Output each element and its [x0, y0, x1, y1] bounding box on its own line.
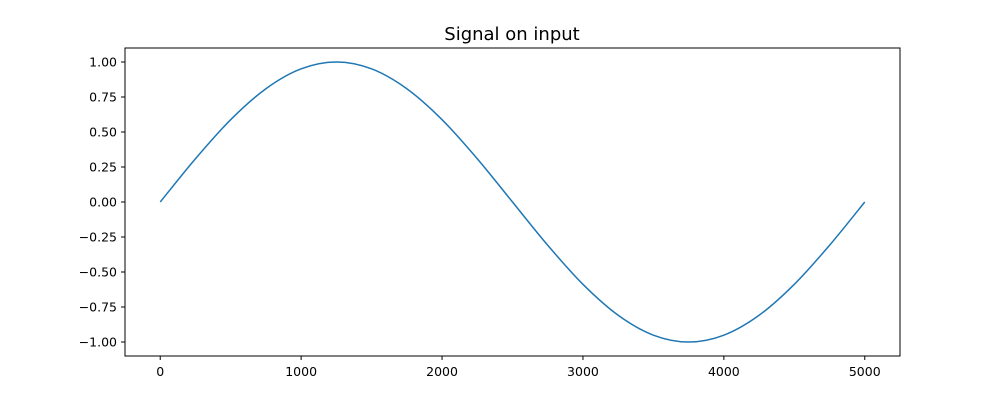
x-tick-label: 4000: [708, 364, 740, 379]
y-tick-label: 1.00: [89, 55, 117, 70]
y-tick-label: −0.50: [79, 265, 117, 280]
y-tick-label: −0.75: [79, 300, 117, 315]
x-tick-label: 3000: [567, 364, 599, 379]
chart-title: Signal on input: [444, 24, 579, 45]
y-tick-label: −0.25: [79, 230, 117, 245]
y-tick-label: 0.25: [89, 160, 117, 175]
x-tick-label: 1000: [285, 364, 317, 379]
plot-area: 0 1000 2000 3000 4000 5000 1.00 0.75 0.50 0.25 0.0…: [79, 47, 901, 379]
x-tick-label: 5000: [849, 364, 881, 379]
y-tick-label: 0.00: [89, 195, 117, 210]
x-tick-label: 0: [156, 364, 164, 379]
x-tick-label: 2000: [426, 364, 458, 379]
series-line-0: [159, 61, 866, 343]
y-tick-label: −1.00: [79, 335, 117, 350]
y-tick-label: 0.50: [89, 125, 117, 140]
y-tick-label: 0.75: [89, 90, 117, 105]
